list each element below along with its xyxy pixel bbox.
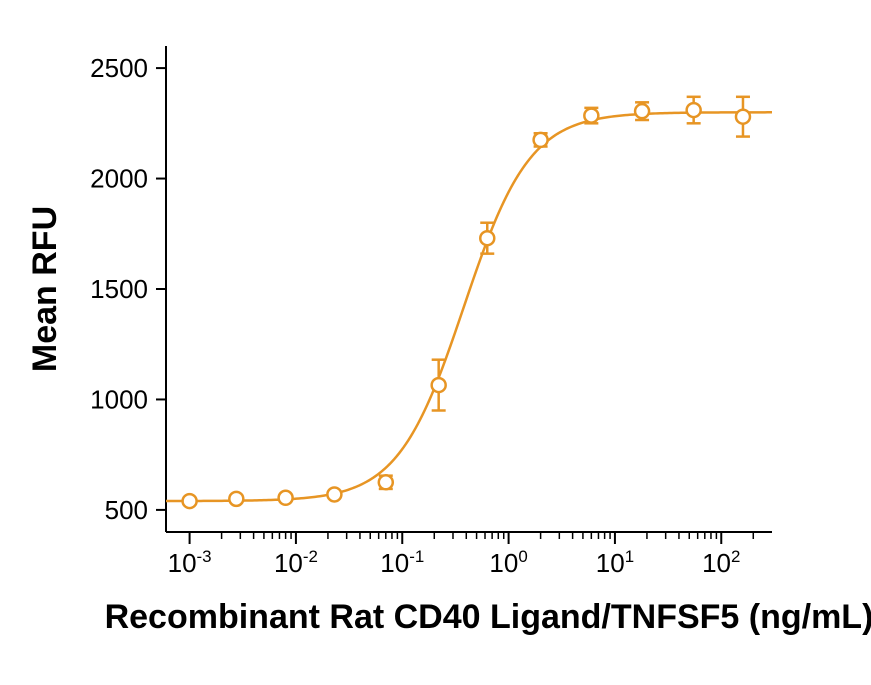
dose-response-chart: 500100015002000250010-310-210-1100101102…	[0, 0, 871, 685]
data-point	[229, 492, 243, 506]
ytick-label: 2500	[90, 53, 148, 83]
data-point	[379, 475, 393, 489]
y-axis-label: Mean RFU	[26, 206, 64, 372]
data-point	[183, 494, 197, 508]
data-point	[736, 110, 750, 124]
chart-svg: 500100015002000250010-310-210-1100101102…	[0, 0, 871, 685]
ytick-label: 1500	[90, 274, 148, 304]
data-point	[432, 378, 446, 392]
x-axis-label: Recombinant Rat CD40 Ligand/TNFSF5 (ng/m…	[105, 598, 871, 636]
ytick-label: 500	[105, 495, 148, 525]
data-point	[584, 109, 598, 123]
data-point	[687, 103, 701, 117]
ytick-label: 1000	[90, 384, 148, 414]
data-point	[327, 487, 341, 501]
data-point	[534, 133, 548, 147]
data-point	[279, 491, 293, 505]
data-point	[635, 104, 649, 118]
ytick-label: 2000	[90, 164, 148, 194]
data-point	[480, 231, 494, 245]
